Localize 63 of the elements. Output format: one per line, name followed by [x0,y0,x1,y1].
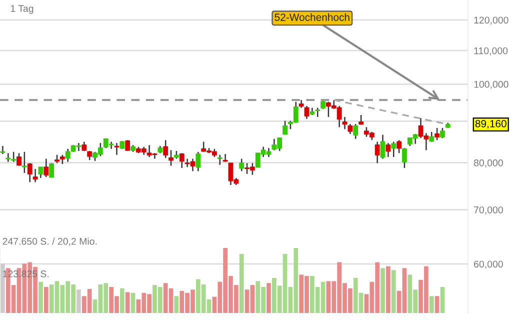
candlestick [179,152,184,169]
y-tick-label: 120,000 [474,16,508,25]
annotation: 1 Tag [10,5,34,14]
y-tick-label: 110,000 [474,47,508,56]
candlestick [0,145,6,155]
bar [120,288,124,313]
candlestick [114,142,120,156]
candlestick [22,151,27,174]
candlestick [60,154,65,165]
bar [386,266,390,313]
bar [434,296,440,313]
candlestick [217,154,222,166]
candlestick [27,162,32,183]
annotation: 247.650 S. / 20,2 Mio. [2,238,97,246]
candlestick [353,123,358,140]
y-tick-label: 70,000 [474,206,503,214]
candlestick [82,141,87,152]
candlestick [38,166,44,179]
bar [125,292,130,313]
candlestick [348,123,353,135]
bar [0,264,5,313]
candlestick [65,148,70,162]
y-tick-label: 100,000 [474,80,508,89]
candlestick [163,139,168,159]
candlestick [396,139,402,154]
candlestick [402,147,407,169]
bar [391,270,396,313]
bar [76,290,81,313]
candlestick [358,114,364,126]
bar [130,292,136,313]
candlestick [380,134,386,160]
bar [429,296,434,313]
candlestick [342,116,348,130]
candlestick [315,107,320,118]
bar [440,287,445,313]
candlestick [196,151,201,172]
bar [174,296,179,313]
candlestick [282,120,288,136]
candlestick [239,158,244,172]
candlestick [49,162,54,178]
candlestick [391,141,396,158]
candlestick [429,131,434,142]
candlestick [16,152,22,166]
candlestick [125,139,130,152]
bar [380,268,385,313]
candlestick [87,150,92,161]
y-tick-label: 60,000 [474,260,503,269]
candlestick [374,141,380,164]
candlestick [304,105,310,120]
y-tick-label: 80,000 [474,159,503,168]
candlestick [168,150,174,166]
candlestick [440,127,445,139]
candlestick [32,168,38,183]
candlestick [386,142,391,158]
candlestick [44,158,49,178]
bar [44,287,48,313]
candlestick [222,153,228,162]
bar [38,282,43,313]
text: 89,160 [475,120,506,129]
candlestick [434,127,440,141]
bar [266,283,271,313]
bar [239,254,244,313]
ref-line-label: 52-Wochenhoch [274,13,350,21]
